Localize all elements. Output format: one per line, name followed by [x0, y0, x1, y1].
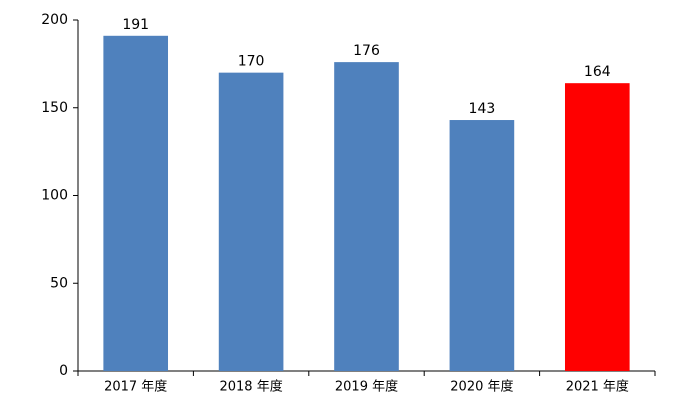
- y-tick-label: 200: [41, 12, 68, 28]
- y-tick-label: 0: [59, 363, 68, 379]
- x-tick-label: 2017 年度: [104, 379, 167, 395]
- bar: [449, 120, 515, 371]
- bar: [218, 72, 284, 372]
- data-label: 170: [238, 54, 265, 70]
- y-tick-label: 150: [41, 100, 68, 116]
- x-tick-label: 2021 年度: [566, 379, 629, 395]
- x-tick-label: 2020 年度: [450, 379, 513, 395]
- data-label: 164: [584, 64, 611, 80]
- x-tick-label: 2018 年度: [219, 379, 282, 395]
- bar: [334, 62, 399, 372]
- bar: [564, 83, 630, 372]
- data-label: 143: [469, 101, 496, 117]
- bar: [103, 35, 169, 372]
- x-tick-label: 2019 年度: [335, 379, 398, 395]
- y-tick-label: 50: [50, 275, 68, 291]
- data-label: 191: [122, 17, 149, 33]
- y-tick-label: 100: [41, 188, 68, 204]
- data-label: 176: [353, 43, 380, 59]
